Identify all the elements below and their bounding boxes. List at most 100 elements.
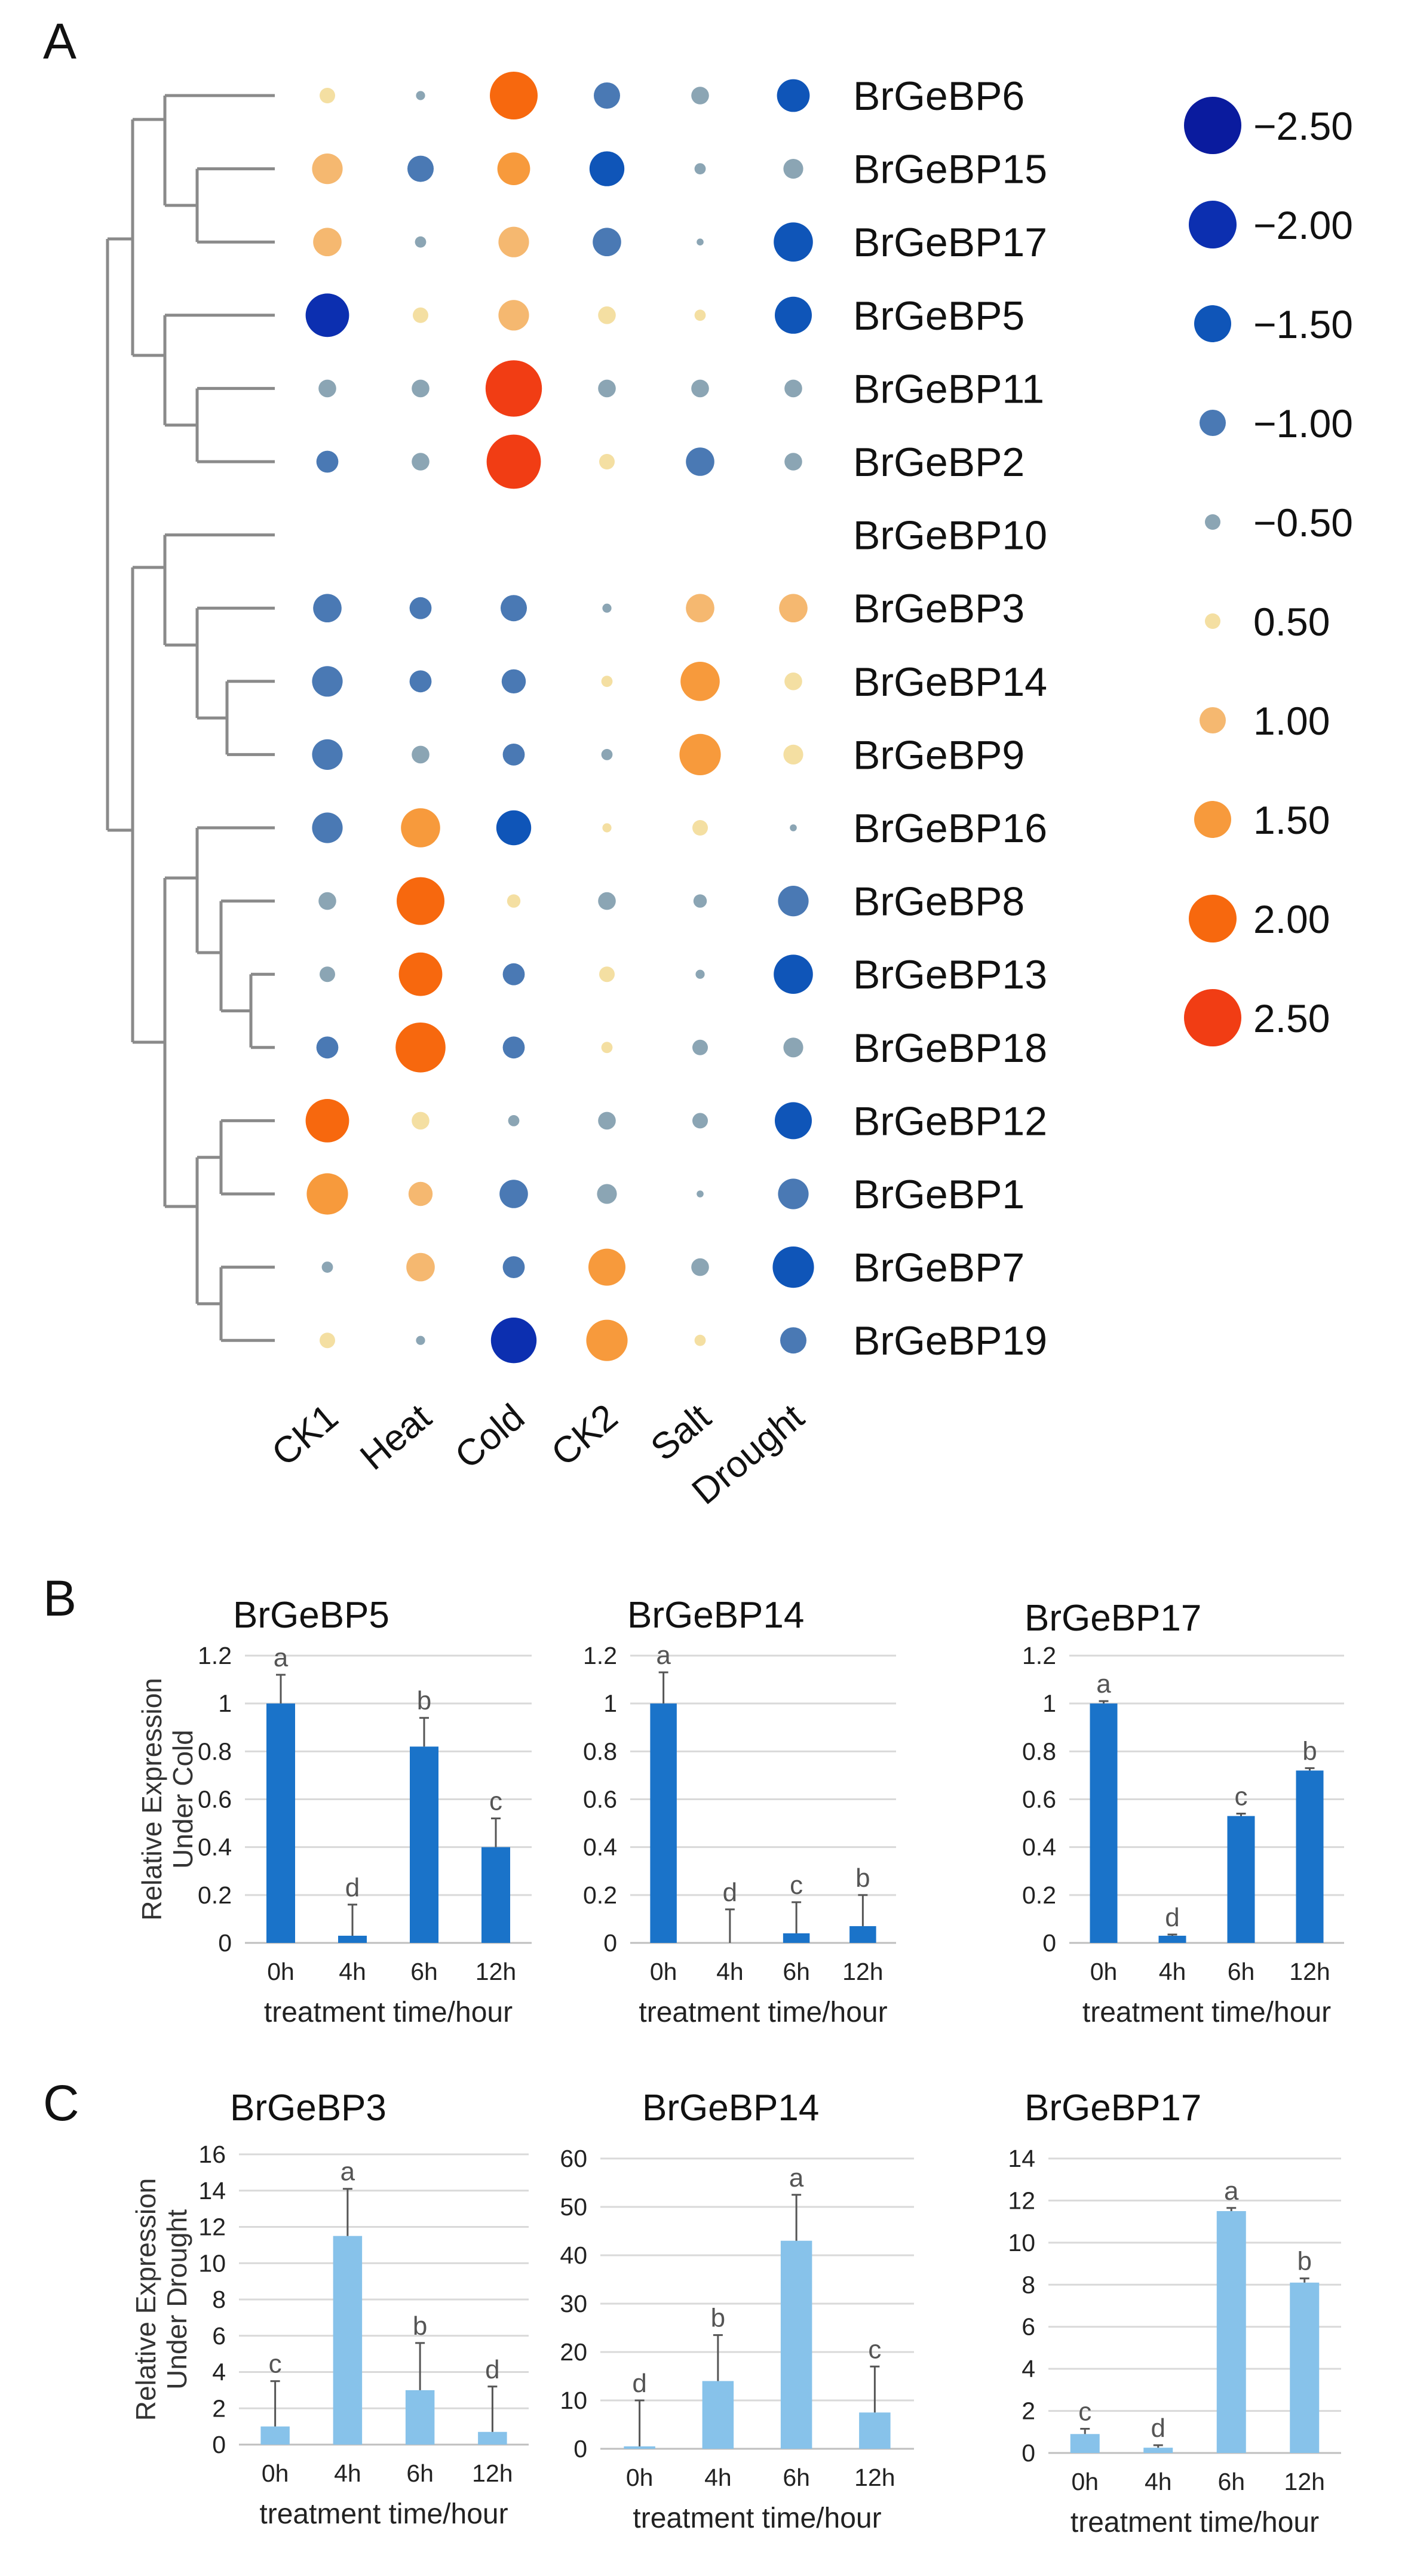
significance-letter: b (413, 2311, 427, 2341)
significance-letter: d (632, 2369, 646, 2398)
bubble-BrGeBP1-CK2 (597, 1184, 617, 1204)
bar (1158, 1935, 1186, 1943)
bubble-BrGeBP3-CK1 (313, 594, 342, 622)
gene-label: BrGeBP5 (853, 293, 1024, 339)
bar (1227, 1816, 1255, 1943)
bar (780, 2240, 812, 2449)
x-tick-label: 4h (716, 1958, 744, 1985)
y-tick-label: 0.6 (583, 1786, 617, 1813)
bubble-BrGeBP19-Salt (694, 1334, 706, 1346)
significance-letter: c (1235, 1782, 1248, 1812)
x-axis-title: treatment time/hour (633, 2503, 881, 2534)
x-tick-label: 12h (1289, 1958, 1330, 1985)
bubble-BrGeBP9-Cold (502, 744, 525, 766)
gene-label: BrGeBP18 (853, 1026, 1047, 1071)
bar (849, 1926, 876, 1943)
gene-label: BrGeBP12 (853, 1098, 1047, 1144)
legend-label: 1.00 (1253, 699, 1330, 743)
significance-letter: d (1165, 1903, 1179, 1932)
x-axis-title: treatment time/hour (259, 2498, 508, 2530)
y-tick-label: 1 (603, 1690, 617, 1717)
y-tick-label: 0 (1022, 2439, 1035, 2467)
y-tick-label: 1.2 (583, 1642, 617, 1669)
y-tick-label: 0.4 (198, 1834, 232, 1861)
bubble-BrGeBP19-CK2 (586, 1319, 628, 1361)
bubble-BrGeBP5-Cold (498, 300, 529, 331)
bubble-BrGeBP15-Cold (497, 152, 530, 185)
panel-letter-b: B (43, 1570, 76, 1626)
y-tick-label: 0.6 (1022, 1786, 1056, 1813)
significance-letter: a (1224, 2176, 1239, 2206)
chart-title: BrGeBP14 (642, 2087, 819, 2129)
bubble-BrGeBP11-Heat (412, 379, 430, 398)
bubble-BrGeBP5-CK1 (305, 293, 349, 337)
y-tick-label: 60 (560, 2145, 587, 2172)
gene-label: BrGeBP7 (853, 1245, 1024, 1291)
x-axis-title: treatment time/hour (264, 1997, 513, 2028)
y-tick-label: 10 (1008, 2229, 1035, 2256)
bubble-BrGeBP15-CK1 (312, 153, 343, 185)
bubble-BrGeBP9-CK1 (312, 739, 343, 770)
y-tick-label: 0 (1042, 1929, 1056, 1957)
bubble-BrGeBP7-Salt (691, 1258, 709, 1276)
bar-chart-BrGeBP17: BrGeBP17 0 0.2 0.4 0.6 0.8 1 1.2 a 0h d 4h c 6h b 12h tr… (1022, 1598, 1344, 2028)
cold-bar-charts: BrGeBP5 0 0.2 0.4 0.6 0.8 1 1.2 a 0h d 4h b 6h c 12h tre… (136, 1595, 1344, 2028)
condition-label: Cold (447, 1396, 532, 1477)
bubble-BrGeBP18-Heat (395, 1023, 446, 1073)
y-tick-label: 14 (1008, 2145, 1035, 2172)
bubble-BrGeBP2-CK1 (316, 450, 339, 473)
y-tick-label: 40 (560, 2242, 587, 2269)
significance-letter: b (1302, 1736, 1317, 1766)
bubble-BrGeBP12-Cold (508, 1115, 520, 1126)
significance-letter: d (485, 2355, 499, 2384)
legend-label: 2.50 (1253, 996, 1330, 1040)
bubble-BrGeBP8-Salt (693, 894, 707, 908)
significance-letter: c (790, 1871, 803, 1900)
bubble-BrGeBP11-Drought (784, 379, 802, 398)
bubble-BrGeBP16-Cold (496, 810, 532, 846)
y-tick-label: 0.6 (198, 1786, 232, 1813)
y-tick-label: 0.8 (1022, 1737, 1056, 1765)
significance-letter: d (723, 1878, 737, 1907)
condition-label: CK1 (264, 1396, 346, 1474)
x-tick-label: 12h (472, 2460, 513, 2487)
y-tick-label: 2 (212, 2394, 226, 2422)
bubble-BrGeBP14-CK1 (312, 666, 343, 697)
bubble-BrGeBP6-Salt (691, 87, 709, 105)
x-tick-label: 0h (267, 1958, 295, 1985)
bubble-BrGeBP14-CK2 (601, 676, 613, 687)
bubble-BrGeBP5-Drought (775, 296, 812, 334)
bubble-BrGeBP12-Heat (412, 1112, 430, 1130)
gene-label: BrGeBP8 (853, 879, 1024, 925)
bubble-BrGeBP2-Salt (686, 447, 714, 476)
bubble-BrGeBP6-Heat (416, 91, 425, 100)
y-tick-label: 6 (212, 2322, 226, 2350)
bubble-BrGeBP1-Drought (778, 1178, 809, 1209)
chart-title: BrGeBP3 (230, 2087, 387, 2129)
bubble-BrGeBP16-CK2 (602, 823, 612, 833)
chart-title: BrGeBP17 (1024, 1598, 1201, 1639)
significance-letter: c (489, 1787, 502, 1816)
x-tick-label: 12h (854, 2464, 895, 2491)
bubble-BrGeBP16-Drought (790, 824, 797, 831)
y-axis-title: Relative ExpressionUnder Drought (130, 2178, 192, 2421)
legend-label: −0.50 (1253, 501, 1353, 545)
bubble-BrGeBP2-Cold (486, 434, 541, 489)
bubble-BrGeBP12-CK2 (598, 1112, 616, 1130)
gene-label: BrGeBP11 (853, 366, 1044, 412)
significance-letter: a (1096, 1669, 1111, 1699)
y-tick-label: 0 (603, 1929, 617, 1957)
bar (859, 2412, 891, 2449)
bubble-BrGeBP11-Salt (691, 379, 709, 398)
y-tick-label: 12 (1008, 2187, 1035, 2214)
significance-letter: a (274, 1643, 289, 1672)
bubble-BrGeBP19-CK1 (320, 1332, 335, 1349)
legend-label: −2.00 (1253, 203, 1353, 247)
bubble-BrGeBP16-Heat (401, 808, 440, 848)
significance-letter: d (345, 1873, 360, 1902)
bubble-BrGeBP7-CK1 (321, 1261, 333, 1273)
bubble-BrGeBP3-CK2 (602, 603, 612, 613)
bubble-BrGeBP17-CK2 (593, 228, 621, 257)
bubble-BrGeBP5-Heat (413, 307, 428, 323)
